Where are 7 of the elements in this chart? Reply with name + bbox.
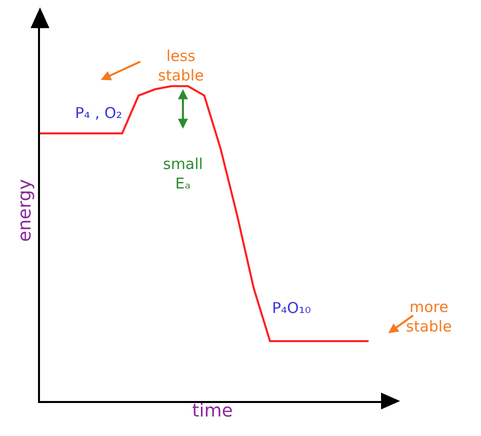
annotation: P₄O₁₀: [272, 299, 311, 317]
annotation: P₄ , O₂: [75, 104, 122, 122]
y-axis-title: energy: [14, 178, 36, 242]
text: less stable: [158, 47, 204, 84]
annotation: small Eₐ: [163, 155, 203, 192]
text: more stable: [406, 298, 452, 336]
x-axis-title: time: [192, 400, 233, 422]
